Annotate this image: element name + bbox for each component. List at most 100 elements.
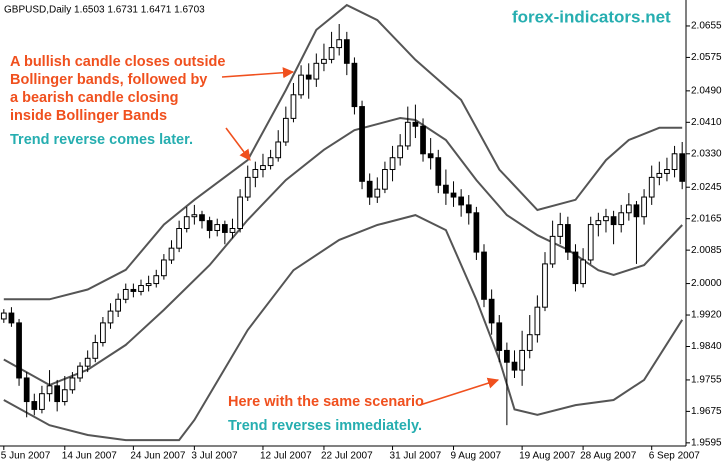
x-tick-label: 6 Sep 2007 (649, 451, 701, 462)
candle-body (191, 214, 198, 218)
candle-body (260, 165, 266, 171)
candle-body (138, 285, 144, 292)
candle-body (237, 196, 243, 230)
candle-body (534, 306, 541, 336)
candle-body (366, 180, 373, 198)
candle-body (557, 224, 564, 237)
candle-body (481, 251, 487, 300)
candle-body (206, 220, 213, 231)
candle-body (282, 117, 289, 143)
candle-body (625, 204, 632, 214)
candle-body (656, 172, 663, 178)
candle-body (61, 389, 68, 403)
x-tick-label: 12 Jul 2007 (260, 451, 312, 462)
candle-body (46, 385, 53, 395)
candle-body (214, 224, 221, 231)
y-tick-label: 2.0000 (691, 278, 722, 289)
candle-body (275, 141, 282, 159)
candle-body (648, 176, 655, 198)
candle-body (199, 214, 205, 222)
candle-body (115, 298, 122, 312)
y-tick-label: 2.0410 (691, 117, 722, 128)
candle-body (305, 74, 312, 80)
candle-body (641, 196, 647, 218)
y-tick-label: 1.9675 (691, 406, 722, 417)
candle-body (580, 259, 586, 285)
candle-body (633, 204, 640, 218)
candle-body (564, 224, 571, 253)
band-line (3, 3, 683, 301)
candle-body (504, 349, 510, 363)
candle-body (290, 94, 297, 119)
candle-body (603, 216, 609, 222)
candle-body (69, 377, 76, 391)
candle-body (664, 169, 670, 174)
candle-body (671, 153, 678, 171)
candle-body (587, 224, 594, 261)
annotation: Here with the same scenario (228, 394, 424, 410)
candle-body (404, 121, 411, 147)
candle-body (92, 342, 99, 359)
candle-body (298, 74, 304, 96)
candle-body (107, 310, 114, 324)
candle-body (176, 228, 182, 249)
candle-body (100, 322, 106, 344)
chart-title: GBPUSD,Daily 1.6503 1.6731 1.6471 1.6703 (4, 5, 205, 16)
candle-body (168, 247, 175, 261)
candle-body (31, 401, 38, 410)
y-tick-label: 2.0085 (691, 245, 722, 256)
candle-body (313, 62, 320, 80)
candle-body (252, 169, 259, 178)
candle-body (351, 62, 358, 108)
candle-body (343, 39, 350, 64)
candle-body (23, 377, 30, 403)
arrow (221, 67, 295, 79)
x-tick-label: 28 Aug 2007 (580, 451, 637, 462)
candle-body (130, 288, 137, 292)
x-tick-label: 9 Aug 2007 (451, 451, 502, 462)
candle-body (443, 184, 449, 194)
candle-body (458, 196, 465, 206)
candle-body (244, 176, 251, 198)
arrow (419, 377, 500, 406)
x-tick-label: 3 Jul 2007 (191, 451, 238, 462)
x-tick-label: 14 Jun 2007 (62, 451, 117, 462)
annotation-line: a bearish candle closing (10, 90, 178, 106)
candle-body (618, 212, 625, 226)
x-tick-label: 5 Jun 2007 (1, 451, 51, 462)
candle-body (435, 157, 442, 186)
candle-body (8, 312, 15, 324)
candle-body (526, 334, 533, 351)
y-tick-label: 1.9840 (691, 341, 722, 352)
annotation-line: inside Bollinger Bands (10, 108, 167, 124)
y-tick-label: 1.9595 (691, 437, 722, 448)
candle-body (397, 145, 404, 159)
candles (0, 23, 686, 426)
annotation: Trend reverse comes later. (10, 132, 193, 148)
candle-body (542, 263, 548, 308)
band-line (3, 116, 683, 387)
x-tick-label: 31 Jul 2007 (390, 451, 442, 462)
annotations: A bullish candle closes outside Bollinger… (10, 54, 424, 434)
candle-body (679, 153, 686, 182)
annotation: Trend reverses immediately. (228, 418, 422, 434)
candle-body (153, 275, 160, 285)
watermark: forex-indicators.net (512, 7, 671, 26)
candle-body (161, 259, 167, 277)
candle-body (473, 212, 480, 253)
candle-body (183, 216, 190, 230)
candle-body (54, 385, 61, 403)
candle-body (336, 39, 343, 49)
bollinger-bands (3, 3, 684, 442)
candle-body (229, 228, 236, 233)
candle-body (77, 365, 83, 379)
candle-body (16, 322, 22, 379)
candle-body (382, 169, 388, 190)
y-tick-label: 2.0575 (691, 52, 722, 63)
y-tick-label: 2.0330 (691, 148, 722, 159)
candle-body (39, 393, 45, 410)
candle-body (221, 224, 228, 233)
